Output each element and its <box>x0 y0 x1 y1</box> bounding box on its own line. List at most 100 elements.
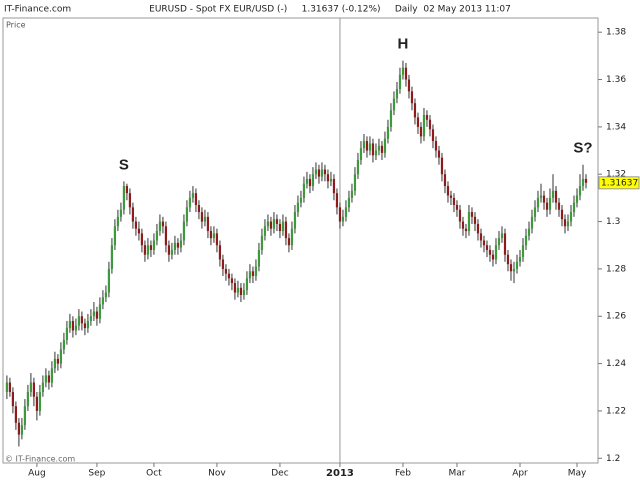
candle-body <box>269 221 273 229</box>
y-tick-label: 1.26 <box>606 312 626 322</box>
x-tick-label: Mar <box>448 469 465 479</box>
candle-body <box>488 249 492 255</box>
candle-body <box>92 311 96 317</box>
y-tick-label: 1.22 <box>606 406 626 416</box>
candle-body <box>404 67 408 80</box>
candle-body <box>188 197 192 208</box>
candle-body <box>218 245 222 260</box>
candle-body <box>512 268 516 272</box>
candle-body <box>362 141 366 149</box>
candle-body <box>149 245 153 250</box>
candle-body <box>371 143 375 156</box>
candle-body <box>8 382 12 392</box>
candle-body <box>116 216 120 227</box>
candle-body <box>35 396 39 411</box>
candle-body <box>209 231 213 239</box>
candle-body <box>248 271 252 279</box>
y-tick-label: 1.28 <box>606 264 626 274</box>
candle-body <box>251 271 255 277</box>
candle-body <box>560 209 564 220</box>
candle-body <box>170 249 174 255</box>
candle-body <box>335 193 339 208</box>
candle-body <box>83 323 87 329</box>
candle-body <box>125 186 129 194</box>
candle-body <box>359 148 363 161</box>
candle-body <box>74 325 78 331</box>
candle-body <box>515 261 519 269</box>
candle-body <box>449 195 453 198</box>
candle-body <box>536 197 540 208</box>
candle-body <box>20 425 24 435</box>
candle-body <box>71 320 75 331</box>
candle-body <box>455 204 459 210</box>
candle-body <box>68 320 72 329</box>
candle-body <box>41 382 45 392</box>
candle-body <box>557 202 561 210</box>
candle-body <box>347 197 351 208</box>
candle-body <box>134 221 138 229</box>
candle-body <box>98 304 102 319</box>
candle-body <box>494 245 498 260</box>
candle-body <box>431 129 435 142</box>
last-price-tag <box>598 176 640 190</box>
candle-body <box>545 202 549 210</box>
candle-body <box>284 221 288 239</box>
candle-body <box>278 223 282 232</box>
annotation: H <box>398 36 409 53</box>
candle-body <box>500 233 504 239</box>
candle-body <box>437 150 441 158</box>
candle-body <box>350 190 354 198</box>
candle-body <box>533 207 537 217</box>
candle-body <box>380 145 384 153</box>
candle-body <box>104 292 108 298</box>
candle-body <box>416 117 420 127</box>
candle-body <box>566 221 570 227</box>
candle-body <box>419 126 423 137</box>
candle-body <box>389 110 393 127</box>
candle-body <box>239 287 243 295</box>
candle-body <box>23 406 27 426</box>
candle-body <box>569 212 573 222</box>
watermark: © IT-Finance.com <box>5 455 75 464</box>
candle-body <box>107 268 111 293</box>
candle-body <box>260 235 264 250</box>
candle-body <box>233 283 237 293</box>
candle-body <box>479 233 483 241</box>
candle-body <box>368 143 372 151</box>
candle-body <box>281 221 285 232</box>
candle-body <box>572 202 576 213</box>
candle-body <box>5 382 9 392</box>
candle-body <box>242 290 246 295</box>
candle-body <box>476 223 480 234</box>
candle-body <box>86 320 90 329</box>
candle-body <box>395 89 399 99</box>
annotation: S? <box>573 140 592 157</box>
candle-body <box>470 212 474 217</box>
annotation: S <box>119 156 129 173</box>
candle-body <box>314 169 318 175</box>
candle-body <box>410 91 414 104</box>
candle-body <box>53 358 57 369</box>
candle-body <box>227 273 231 279</box>
y-tick-label: 1.38 <box>606 28 626 38</box>
candle-body <box>323 169 327 175</box>
candle-body <box>44 375 48 383</box>
candle-body <box>509 264 513 272</box>
candle-body <box>119 209 123 217</box>
x-tick-label: Oct <box>146 469 162 479</box>
candle-body <box>503 233 507 255</box>
candle-body <box>353 174 357 191</box>
candle-body <box>101 297 105 305</box>
candle-body <box>551 190 555 198</box>
candle-body <box>26 391 30 407</box>
candle-body <box>464 228 468 232</box>
candle-body <box>344 207 348 217</box>
candle-body <box>296 202 300 213</box>
x-tick-label: 2013 <box>326 468 354 479</box>
candle-body <box>164 226 168 246</box>
candle-body <box>59 349 63 364</box>
candle-body <box>224 268 228 274</box>
candle-body <box>443 174 447 187</box>
